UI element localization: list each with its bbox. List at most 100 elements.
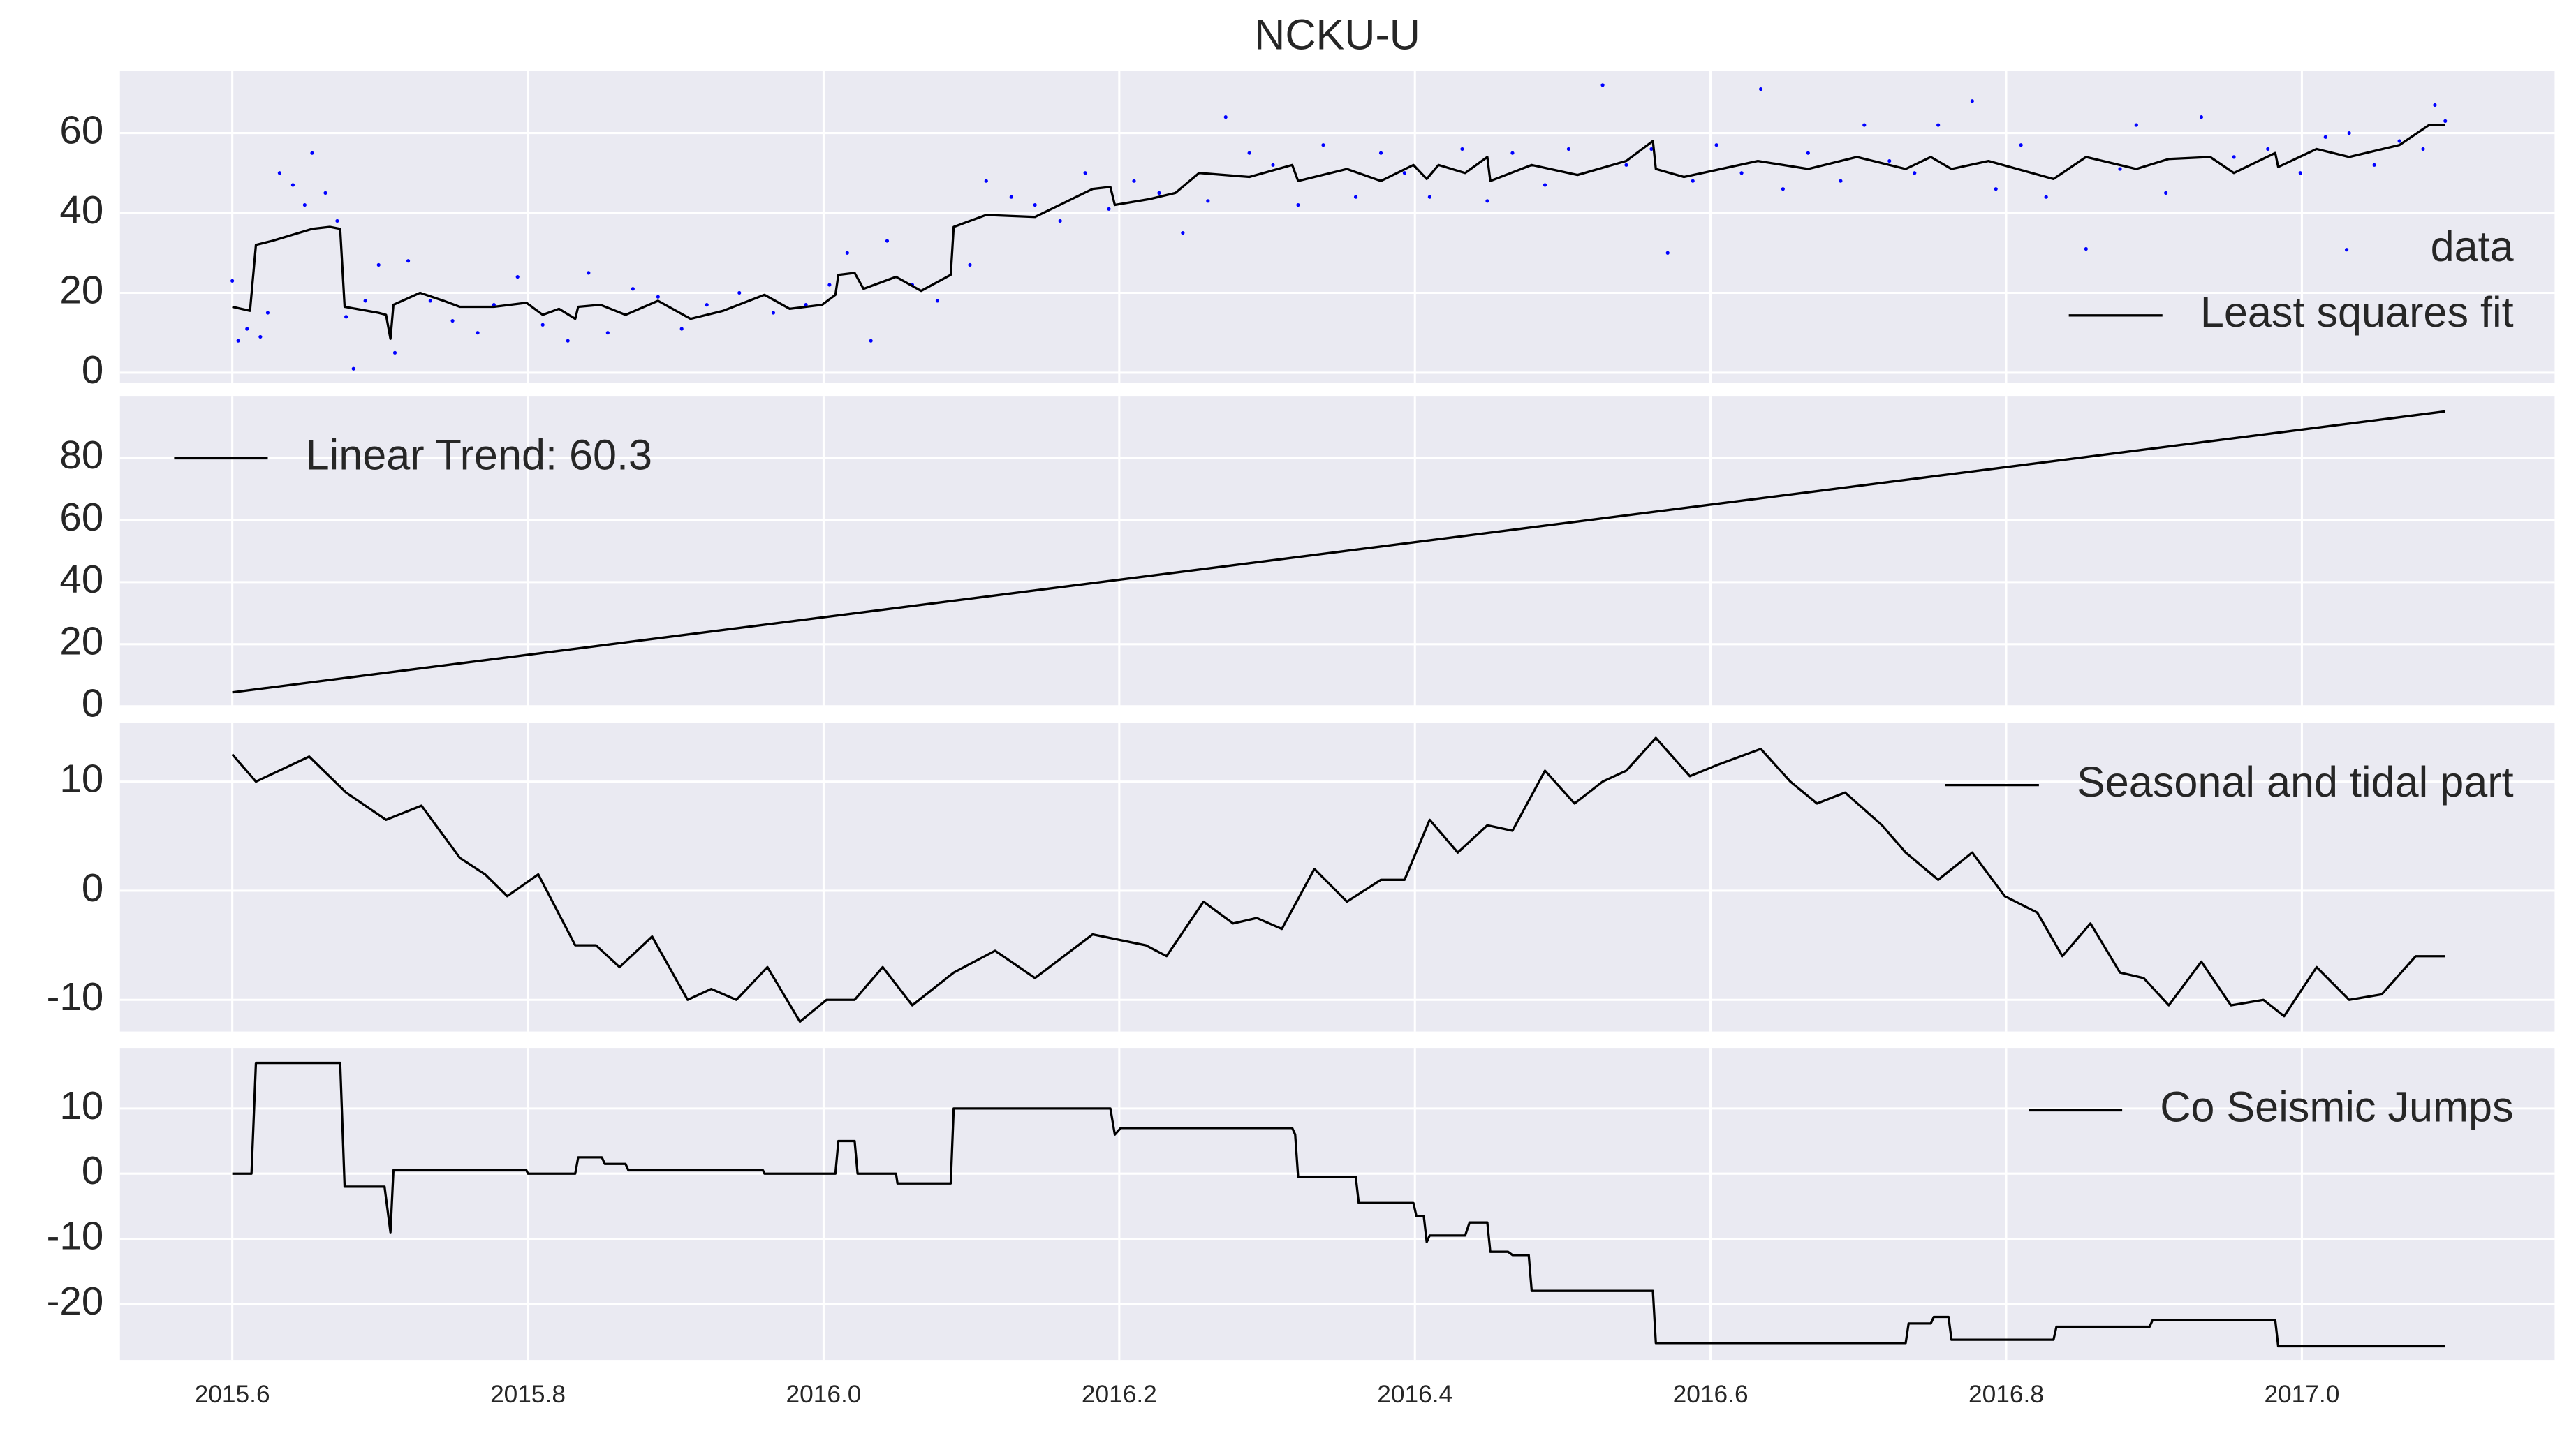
- data-point: [310, 151, 314, 155]
- data-point: [2433, 103, 2437, 108]
- data-point: [290, 183, 295, 187]
- series-line: [232, 124, 2445, 340]
- data-point: [1181, 231, 1185, 235]
- data-point: [2019, 143, 2023, 147]
- x-tick-label: 2015.8: [490, 1381, 566, 1408]
- data-point: [258, 334, 263, 339]
- data-point: [1223, 115, 1228, 119]
- data-point: [2421, 147, 2425, 151]
- plot-area: [119, 71, 2555, 383]
- data-point: [2084, 246, 2088, 251]
- data-point: [2199, 115, 2204, 119]
- y-tick-label: 10: [59, 757, 103, 801]
- y-tick-label: 10: [59, 1083, 103, 1127]
- data-point: [2372, 163, 2376, 167]
- data-point: [1485, 199, 1489, 203]
- data-point: [587, 271, 591, 275]
- data-point: [1781, 187, 1785, 191]
- legend-marker: [2344, 248, 2349, 252]
- data-point: [2298, 171, 2302, 175]
- data-point: [1378, 151, 1383, 155]
- data-point: [1566, 147, 1570, 151]
- x-tick-label: 2016.8: [1968, 1381, 2044, 1408]
- data-point: [2266, 147, 2270, 151]
- data-point: [605, 331, 610, 335]
- y-tick-label: -10: [47, 1213, 104, 1257]
- plot-area: [119, 723, 2555, 1032]
- data-point: [277, 171, 281, 175]
- data-point: [1033, 202, 1037, 207]
- series-line: [232, 1061, 2445, 1348]
- y-tick-label: -10: [47, 975, 104, 1019]
- data-point: [1510, 151, 1515, 155]
- data-point: [245, 327, 249, 331]
- data-point: [2323, 135, 2327, 139]
- legend-label: data: [2431, 223, 2515, 270]
- y-tick-label: 40: [59, 557, 103, 601]
- chart-title: NCKU-U: [1254, 10, 1420, 58]
- y-tick-label: 20: [59, 619, 103, 663]
- data-point: [984, 179, 988, 183]
- x-tick-label: 2015.6: [195, 1381, 270, 1408]
- data-point: [1665, 251, 1670, 255]
- data-point: [392, 350, 397, 355]
- data-point: [351, 366, 355, 371]
- data-point: [656, 295, 660, 299]
- y-tick-label: 0: [82, 1148, 103, 1192]
- data-point: [1739, 171, 1744, 175]
- data-point: [1649, 147, 1654, 151]
- x-tick-label: 2016.2: [1082, 1381, 1157, 1408]
- series-line: [231, 736, 2445, 1023]
- data-point: [540, 323, 545, 327]
- data-point: [2044, 195, 2048, 199]
- data-point: [2134, 123, 2138, 127]
- data-point: [631, 287, 635, 291]
- data-point: [935, 299, 940, 303]
- data-point: [323, 191, 327, 195]
- legend-label: Co Seismic Jumps: [2160, 1083, 2513, 1131]
- data-point: [2443, 119, 2448, 123]
- data-point: [1806, 151, 1810, 155]
- data-point: [1839, 179, 1843, 183]
- y-tick-label: 0: [82, 348, 103, 392]
- data-point: [679, 327, 684, 331]
- x-tick-label: 2016.4: [1377, 1381, 1452, 1408]
- y-tick-label: 60: [59, 108, 103, 151]
- data-point: [1321, 143, 1325, 147]
- legend-label: Seasonal and tidal part: [2077, 758, 2514, 806]
- data-point: [1936, 123, 1941, 127]
- data-point: [566, 339, 570, 343]
- data-point: [771, 311, 776, 315]
- y-tick-label: 20: [59, 267, 103, 311]
- data-point: [335, 219, 339, 223]
- data-point: [1759, 87, 1763, 91]
- data-point: [1157, 191, 1161, 195]
- data-point: [1058, 219, 1062, 223]
- data-point: [1887, 159, 1892, 163]
- legend-label: Linear Trend: 60.3: [306, 431, 652, 479]
- data-point: [230, 279, 235, 283]
- data-point: [428, 299, 432, 303]
- data-point: [450, 318, 455, 323]
- data-point: [1296, 202, 1300, 207]
- data-point: [1402, 171, 1406, 175]
- y-tick-label: 40: [59, 188, 103, 232]
- data-point: [1714, 143, 1718, 147]
- plot-area: [119, 1048, 2555, 1361]
- legend-label: Least squares fit: [2200, 288, 2514, 336]
- data-point: [265, 311, 270, 315]
- data-point: [344, 315, 348, 319]
- data-point: [845, 251, 849, 255]
- data-point: [869, 339, 873, 343]
- data-point: [827, 283, 832, 287]
- data-point: [1994, 187, 1998, 191]
- x-tick-label: 2016.6: [1673, 1381, 1749, 1408]
- data-point: [376, 262, 381, 267]
- data-point: [236, 339, 240, 343]
- x-tick-label: 2016.0: [786, 1381, 861, 1408]
- data-point: [1353, 195, 1358, 199]
- data-point: [705, 303, 709, 307]
- data-point: [737, 290, 742, 295]
